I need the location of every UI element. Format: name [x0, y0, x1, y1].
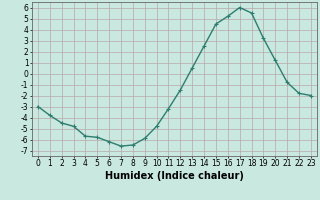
- X-axis label: Humidex (Indice chaleur): Humidex (Indice chaleur): [105, 171, 244, 181]
